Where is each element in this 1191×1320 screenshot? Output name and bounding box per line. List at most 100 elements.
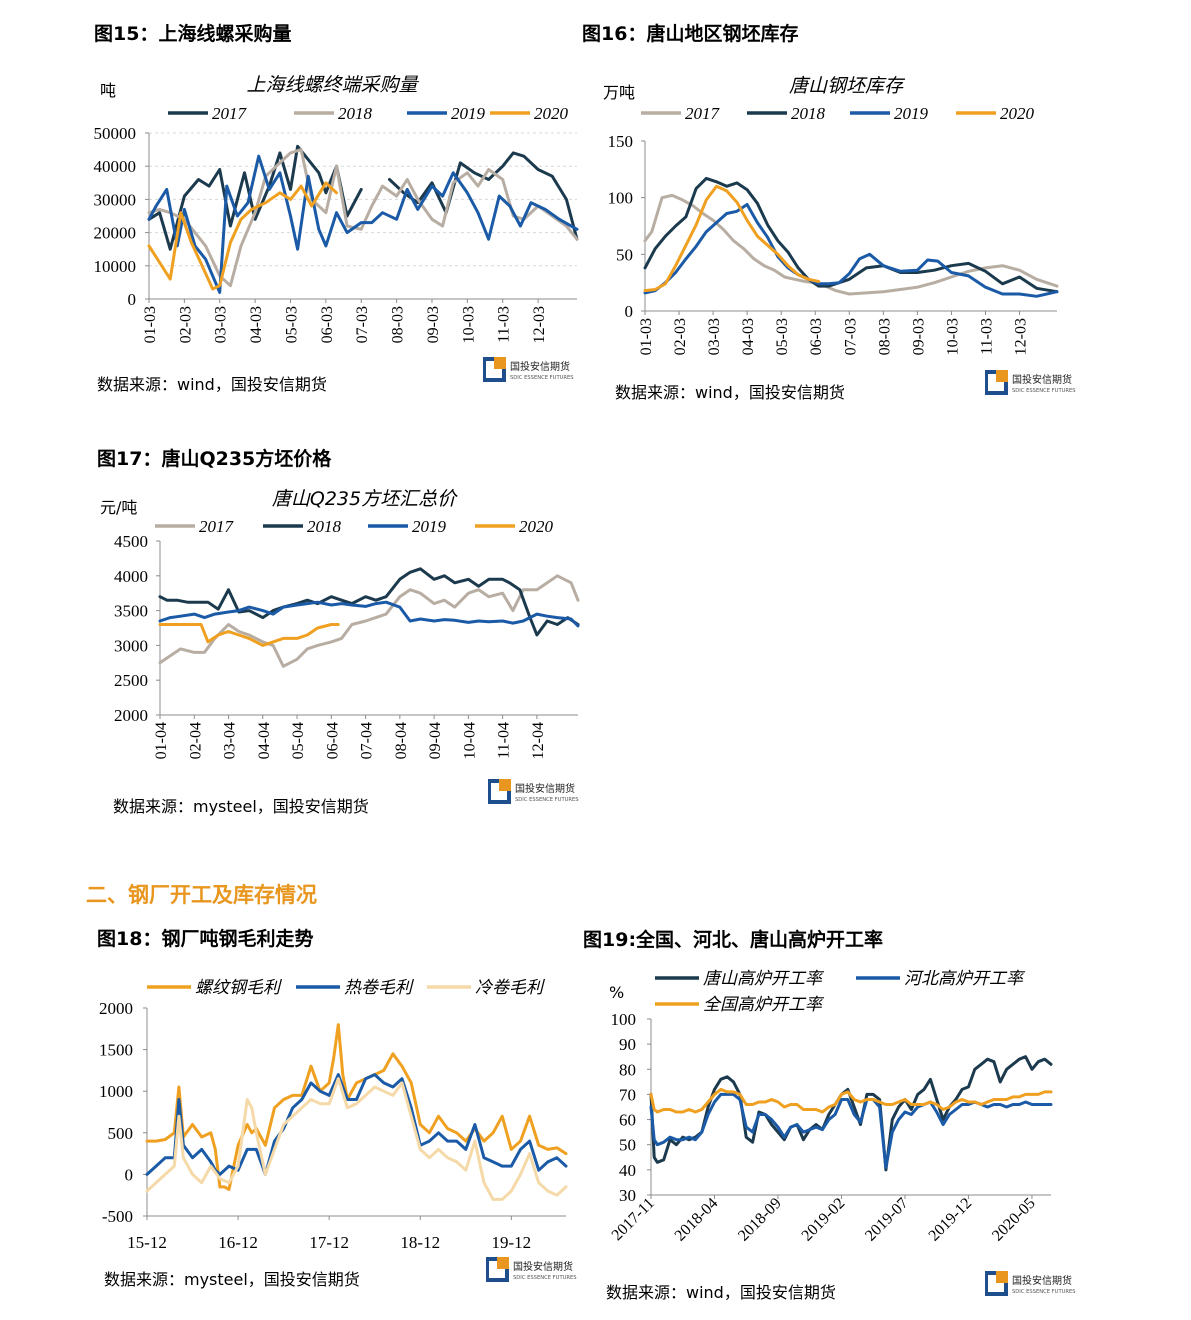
x-tick-label: 2019-12 <box>926 1195 976 1245</box>
series-line <box>145 1073 568 1176</box>
x-tick-label: 07-03 <box>842 318 859 355</box>
x-tick-label: 02-03 <box>672 318 689 355</box>
x-tick-label: 09-03 <box>910 318 927 355</box>
y-tick-label: -500 <box>102 1207 133 1226</box>
logo-text: 国投安信期货 <box>510 360 570 373</box>
logo-mark: 国投安信期货 SDIC ESSENCE FUTURES <box>985 1271 1076 1296</box>
logo-text: 国投安信期货 <box>1012 1274 1072 1287</box>
x-tick-label: 05-04 <box>290 722 307 759</box>
series-line <box>643 193 1059 296</box>
y-tick-label: 0 <box>625 302 634 321</box>
section-title: 二、钢厂开工及库存情况 <box>86 883 317 907</box>
series-line <box>158 567 580 637</box>
logo-mark: 国投安信期货 SDIC ESSENCE FUTURES <box>985 370 1076 395</box>
y-tick-label: 2000 <box>99 999 133 1018</box>
x-tick-label: 03-03 <box>706 318 723 355</box>
series-line <box>649 1092 1053 1169</box>
x-tick-label: 08-03 <box>876 318 893 355</box>
source-note: 数据来源：wind，国投安信期货 <box>606 1283 836 1302</box>
x-tick-label: 07-03 <box>354 306 371 343</box>
chart-title: 上海线螺终端采购量 <box>246 74 419 96</box>
company-logo: 国投安信期货 SDIC ESSENCE FUTURES <box>486 1257 596 1283</box>
x-tick-label: 05-03 <box>774 318 791 355</box>
x-tick-label: 11-03 <box>496 306 513 343</box>
y-tick-label: 150 <box>608 132 634 151</box>
x-tick-label: 01-04 <box>153 722 170 759</box>
legend-label: 2017 <box>685 104 721 123</box>
x-tick-label: 10-03 <box>460 306 477 343</box>
legend-label: 2020 <box>1000 104 1035 123</box>
y-tick-label: 2500 <box>114 671 148 690</box>
y-tick-label: 20000 <box>94 224 137 243</box>
y-tick-label: 60 <box>619 1111 636 1130</box>
y-tick-label: 4500 <box>114 532 148 551</box>
legend-label: 全国高炉开工率 <box>703 995 825 1015</box>
x-tick-label: 02-03 <box>177 306 194 343</box>
x-tick-label: 06-03 <box>808 318 825 355</box>
x-tick-label: 2019-02 <box>799 1195 849 1245</box>
legend-label: 螺纹钢毛利 <box>195 978 283 998</box>
x-tick-label: 07-04 <box>359 722 376 759</box>
y-axis-unit: % <box>609 983 624 1002</box>
x-tick-label: 04-03 <box>248 306 265 343</box>
x-tick-label: 2018-09 <box>735 1195 785 1245</box>
series-line <box>158 623 340 647</box>
x-tick-label: 15-12 <box>127 1233 167 1252</box>
x-tick-label: 18-12 <box>400 1233 440 1252</box>
x-tick-label: 06-04 <box>324 722 341 759</box>
x-tick-label: 2019-07 <box>862 1195 912 1245</box>
series-line <box>145 1023 568 1191</box>
figure-title: 图17：唐山Q235方坯价格 <box>97 448 332 470</box>
logo-text: 国投安信期货 <box>1012 373 1072 386</box>
figure-title: 图19:全国、河北、唐山高炉开工率 <box>583 929 884 951</box>
x-tick-label: 08-03 <box>390 306 407 343</box>
legend-label: 热卷毛利 <box>344 978 415 998</box>
x-tick-label: 02-04 <box>187 722 204 759</box>
y-tick-label: 4000 <box>114 567 148 586</box>
y-tick-label: 80 <box>619 1060 636 1079</box>
company-logo: 国投安信期货 SDIC ESSENCE FUTURES <box>985 370 1095 396</box>
x-tick-label: 10-04 <box>461 722 478 759</box>
series-line <box>147 144 579 251</box>
chart-title: 唐山Q235方坯汇总价 <box>272 488 458 510</box>
y-tick-label: 50 <box>619 1136 636 1155</box>
y-tick-label: 30 <box>619 1186 636 1205</box>
legend-label: 冷卷毛利 <box>475 978 546 998</box>
logo-subtext: SDIC ESSENCE FUTURES <box>1012 388 1076 394</box>
y-tick-label: 3000 <box>114 636 148 655</box>
y-tick-label: 1500 <box>99 1041 133 1060</box>
y-tick-label: 0 <box>128 290 137 309</box>
x-tick-label: 05-03 <box>283 306 300 343</box>
x-tick-label: 03-03 <box>213 306 230 343</box>
legend-label: 2019 <box>894 104 929 123</box>
legend-label: 2020 <box>534 104 569 123</box>
x-tick-label: 06-03 <box>319 306 336 343</box>
legend-label: 2018 <box>307 517 342 536</box>
y-tick-label: 50 <box>616 245 633 264</box>
logo-subtext: SDIC ESSENCE FUTURES <box>1012 1289 1076 1295</box>
logo-subtext: SDIC ESSENCE FUTURES <box>510 375 574 381</box>
x-tick-label: 04-04 <box>256 722 273 759</box>
y-tick-label: 100 <box>608 189 634 208</box>
x-tick-label: 12-04 <box>530 722 547 759</box>
legend-label: 2017 <box>212 104 248 123</box>
logo-accent <box>996 370 1008 382</box>
series-line <box>643 184 821 293</box>
logo-accent <box>497 1257 509 1269</box>
y-tick-label: 1000 <box>99 1082 133 1101</box>
logo-subtext: SDIC ESSENCE FUTURES <box>515 797 579 803</box>
x-tick-label: 01-03 <box>142 306 159 343</box>
source-note: 数据来源：mysteel，国投安信期货 <box>113 797 369 816</box>
y-tick-label: 10000 <box>94 257 137 276</box>
series-line <box>145 1077 568 1201</box>
logo-text: 国投安信期货 <box>513 1260 573 1273</box>
legend-label: 唐山高炉开工率 <box>703 969 825 989</box>
x-tick-label: 11-03 <box>978 318 995 355</box>
series-line <box>643 203 1059 298</box>
legend-label: 2019 <box>451 104 486 123</box>
legend-label: 2018 <box>338 104 373 123</box>
